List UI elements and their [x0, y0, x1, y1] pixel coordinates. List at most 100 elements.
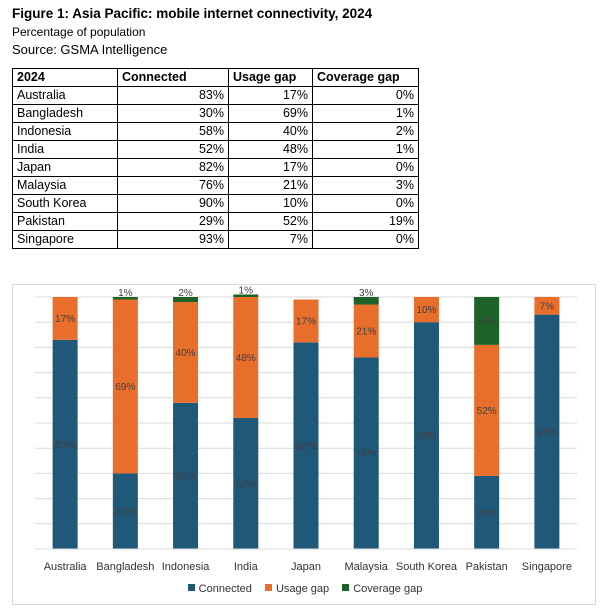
table-cell-connected: 29% [117, 212, 229, 231]
bar-usage-gap [534, 297, 560, 315]
table-cell-coverage-gap: 1% [312, 104, 419, 123]
x-tick-label: Australia [44, 561, 88, 573]
bar-connected [534, 314, 560, 549]
data-label: 30% [115, 507, 135, 518]
x-tick-label: Bangladesh [96, 561, 154, 573]
bar-connected [293, 342, 319, 549]
data-label: 52% [236, 479, 256, 490]
table-cell-connected: 93% [117, 230, 229, 249]
data-label: 82% [296, 441, 316, 452]
table-cell-usage-gap: 52% [228, 212, 313, 231]
bar-coverage-gap [112, 297, 138, 300]
bar-connected [413, 322, 439, 549]
bar-usage-gap [112, 299, 138, 474]
table-row: Australia 83% 17% 0% [12, 86, 419, 105]
data-label: 29% [477, 508, 497, 519]
table-cell-connected: 82% [117, 158, 229, 177]
data-label: 17% [296, 316, 316, 327]
table-cell-connected: 83% [117, 86, 229, 105]
data-label: 76% [356, 449, 376, 460]
figure-subtitle: Percentage of population [12, 25, 146, 39]
data-table: 2024 Connected Usage gap Coverage gap Au… [12, 68, 419, 249]
table-cell-coverage-gap: 1% [312, 140, 419, 159]
table-row: South Korea 90% 10% 0% [12, 194, 419, 213]
table-cell-country: Malaysia [12, 176, 118, 195]
table-cell-usage-gap: 21% [228, 176, 313, 195]
legend-item-coverage-gap: Coverage gap [342, 583, 422, 595]
x-tick-label: Indonesia [162, 561, 211, 573]
table-cell-usage-gap: 40% [228, 122, 313, 141]
data-label: 90% [416, 431, 436, 442]
table-header-row: 2024 Connected Usage gap Coverage gap [12, 68, 419, 87]
table-row: Indonesia 58% 40% 2% [12, 122, 419, 141]
table-header-usage-gap: Usage gap [228, 68, 313, 87]
legend-item-usage-gap: Usage gap [264, 583, 330, 595]
table-cell-usage-gap: 48% [228, 140, 313, 159]
bar-connected [474, 475, 500, 549]
table-cell-connected: 52% [117, 140, 229, 159]
table-cell-coverage-gap: 19% [312, 212, 419, 231]
bar-connected [233, 417, 259, 549]
data-label: 69% [115, 382, 135, 393]
table-cell-coverage-gap: 0% [312, 158, 419, 177]
bar-coverage-gap [474, 297, 500, 345]
x-tick-label: Pakistan [466, 561, 508, 573]
legend-swatch-coverage-gap [342, 584, 350, 591]
bar-usage-gap [293, 299, 319, 343]
table-cell-coverage-gap: 0% [312, 86, 419, 105]
table-cell-usage-gap: 7% [228, 230, 313, 249]
table-cell-coverage-gap: 2% [312, 122, 419, 141]
x-tick-label: Singapore [522, 561, 572, 573]
table-cell-coverage-gap: 0% [312, 194, 419, 213]
table-cell-usage-gap: 17% [228, 158, 313, 177]
bar-connected [353, 357, 379, 549]
x-tick-label: India [234, 561, 259, 573]
table-row: India 52% 48% 1% [12, 140, 419, 159]
data-label: 1% [239, 285, 254, 296]
data-label: 10% [416, 305, 436, 316]
data-label: 17% [55, 314, 75, 325]
chart-legend: Connected Usage gap Coverage gap [13, 583, 597, 595]
data-label: 2% [178, 288, 193, 299]
legend-swatch-connected [187, 584, 195, 591]
table-cell-country: Pakistan [12, 212, 118, 231]
table-cell-country: Japan [12, 158, 118, 177]
table-cell-coverage-gap: 3% [312, 176, 419, 195]
bar-coverage-gap [353, 297, 379, 305]
table-cell-country: Australia [12, 86, 118, 105]
table-row: Malaysia 76% 21% 3% [12, 176, 419, 195]
table-cell-usage-gap: 17% [228, 86, 313, 105]
table-header-year: 2024 [12, 68, 118, 87]
data-label: 48% [236, 353, 256, 364]
table-row: Singapore 93% 7% 0% [12, 230, 419, 249]
bar-usage-gap [353, 304, 379, 358]
legend-swatch-usage-gap [264, 584, 272, 591]
chart-area: 83% 17% Australia 30% 69% 1% Bangladesh 58% 40% 2… [12, 284, 596, 605]
table-cell-connected: 76% [117, 176, 229, 195]
data-label: 40% [176, 348, 196, 359]
x-tick-label: Malaysia [345, 561, 389, 573]
table-cell-country: Indonesia [12, 122, 118, 141]
table-row: Pakistan 29% 52% 19% [12, 212, 419, 231]
bar-connected [52, 339, 78, 549]
bar-coverage-gap [233, 294, 259, 297]
data-label: 1% [118, 288, 133, 299]
table-cell-country: India [12, 140, 118, 159]
table-header-coverage-gap: Coverage gap [312, 68, 419, 87]
table-cell-connected: 58% [117, 122, 229, 141]
legend-item-connected: Connected [187, 583, 252, 595]
bar-connected [173, 402, 199, 549]
data-label: 52% [477, 406, 497, 417]
table-cell-usage-gap: 10% [228, 194, 313, 213]
data-label: 93% [537, 427, 557, 438]
table-cell-coverage-gap: 0% [312, 230, 419, 249]
legend-label-usage-gap: Usage gap [275, 583, 330, 595]
table-cell-country: Singapore [12, 230, 118, 249]
table-cell-connected: 30% [117, 104, 229, 123]
data-label: 83% [55, 440, 75, 451]
table-row: Japan 82% 17% 0% [12, 158, 419, 177]
x-tick-label: South Korea [396, 561, 458, 573]
legend-label-coverage-gap: Coverage gap [353, 583, 423, 595]
bar-usage-gap [233, 297, 259, 418]
bar-usage-gap [413, 297, 439, 323]
